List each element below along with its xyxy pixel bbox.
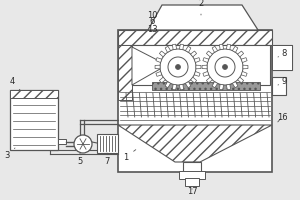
Polygon shape <box>203 58 209 63</box>
Bar <box>185 178 199 186</box>
Polygon shape <box>156 71 162 76</box>
Circle shape <box>168 57 188 77</box>
Text: 10: 10 <box>147 10 157 25</box>
Polygon shape <box>159 51 165 57</box>
Polygon shape <box>241 58 247 63</box>
Bar <box>152 82 260 90</box>
Circle shape <box>215 57 235 77</box>
Polygon shape <box>219 84 224 90</box>
Polygon shape <box>155 65 160 69</box>
Bar <box>97 134 118 153</box>
Bar <box>118 30 272 172</box>
Polygon shape <box>219 44 224 50</box>
Polygon shape <box>212 46 218 52</box>
Polygon shape <box>118 125 272 162</box>
Bar <box>132 45 270 85</box>
Polygon shape <box>202 65 207 69</box>
Polygon shape <box>179 84 184 90</box>
Circle shape <box>160 49 196 85</box>
Polygon shape <box>241 71 247 76</box>
Bar <box>58 139 66 144</box>
Text: 17: 17 <box>187 188 197 196</box>
Polygon shape <box>159 77 165 83</box>
Bar <box>183 162 201 172</box>
Bar <box>272 45 292 70</box>
Bar <box>10 90 58 98</box>
Polygon shape <box>206 51 212 57</box>
Text: 9: 9 <box>278 77 286 86</box>
Bar <box>118 30 272 45</box>
Polygon shape <box>226 84 231 90</box>
Polygon shape <box>243 65 248 69</box>
Bar <box>118 45 132 100</box>
Text: 3: 3 <box>4 148 15 160</box>
Polygon shape <box>212 82 218 88</box>
Polygon shape <box>148 5 258 30</box>
Text: 4: 4 <box>9 77 20 90</box>
Bar <box>272 77 286 95</box>
Polygon shape <box>238 77 244 83</box>
Polygon shape <box>194 58 200 63</box>
Polygon shape <box>185 82 191 88</box>
Text: 7: 7 <box>104 153 110 166</box>
Polygon shape <box>203 71 209 76</box>
Polygon shape <box>165 82 171 88</box>
Polygon shape <box>272 45 292 70</box>
Polygon shape <box>206 77 212 83</box>
Polygon shape <box>132 47 167 85</box>
Polygon shape <box>172 44 177 50</box>
Text: 2: 2 <box>198 0 204 15</box>
Bar <box>179 171 205 179</box>
Text: 8: 8 <box>278 48 287 58</box>
Polygon shape <box>190 77 196 83</box>
Circle shape <box>74 135 92 153</box>
Text: 16: 16 <box>277 112 287 122</box>
Polygon shape <box>172 84 177 90</box>
Text: 1: 1 <box>123 150 136 162</box>
Polygon shape <box>156 58 162 63</box>
Polygon shape <box>238 51 244 57</box>
Circle shape <box>207 49 243 85</box>
Text: 13: 13 <box>147 24 157 38</box>
Polygon shape <box>185 46 191 52</box>
Polygon shape <box>165 46 171 52</box>
Polygon shape <box>226 44 231 50</box>
Polygon shape <box>196 65 201 69</box>
Bar <box>10 90 58 150</box>
Text: 6: 6 <box>149 18 155 30</box>
Text: 5: 5 <box>77 153 83 166</box>
Polygon shape <box>194 71 200 76</box>
Circle shape <box>223 64 227 70</box>
Polygon shape <box>190 51 196 57</box>
Polygon shape <box>179 44 184 50</box>
Circle shape <box>176 64 181 70</box>
Polygon shape <box>232 82 238 88</box>
Polygon shape <box>232 46 238 52</box>
